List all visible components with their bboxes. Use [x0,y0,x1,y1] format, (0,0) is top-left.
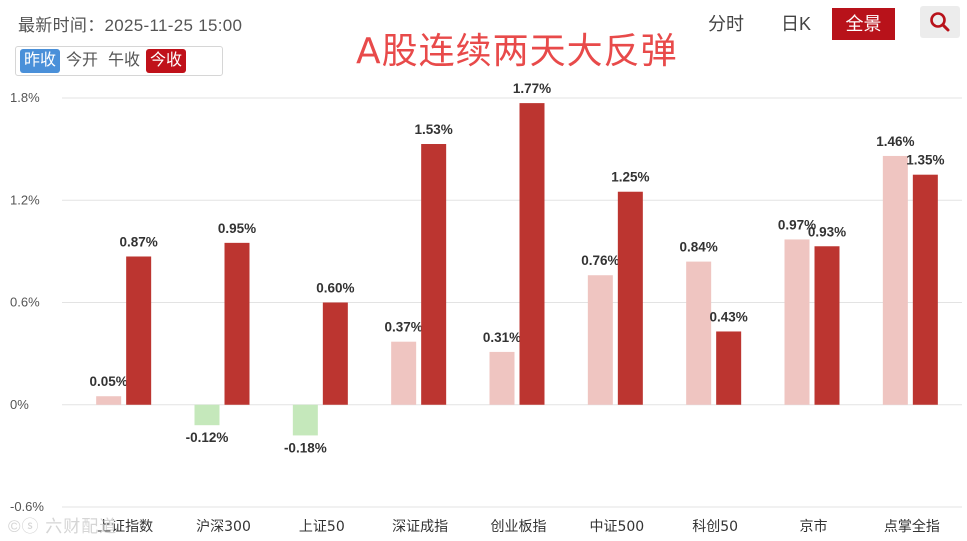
data-label: 1.53% [415,122,453,137]
data-label: 0.05% [90,374,128,389]
tab-intraday[interactable]: 分时 [708,14,744,34]
data-label: 0.93% [808,224,846,239]
data-label: 0.60% [316,281,354,296]
bar [126,256,152,405]
bar [519,103,545,405]
option-today-open[interactable]: 今开 [66,52,99,69]
tab-daily-k[interactable]: 日K [780,14,811,34]
bar [716,331,742,405]
data-label: 0.76% [581,253,619,268]
y-tick-label: -0.6% [10,499,44,514]
option-midday-close[interactable]: 午收 [108,52,141,69]
data-label: 0.87% [120,234,158,249]
bar [912,174,938,405]
bar [617,191,643,405]
x-tick-label: 上证指数 [97,519,153,535]
bar [489,351,515,405]
bar [96,396,122,405]
data-label: -0.12% [186,430,229,445]
x-tick-label: 创业板指 [491,519,547,535]
bar [587,275,613,405]
data-label: 0.43% [710,309,748,324]
tab-overview[interactable]: 全景 [832,8,895,40]
x-tick-label: 京市 [800,518,828,535]
x-tick-label: 科创50 [692,519,738,535]
bar [194,404,220,426]
headline: A股连续两天大反弹 [356,31,678,72]
data-label: 0.31% [483,330,521,345]
bar [224,242,250,405]
data-label: 1.77% [513,81,551,96]
x-tick-label: 沪深300 [196,519,251,535]
x-tick-label: 深证成指 [392,519,448,535]
bar [784,239,810,405]
bar [391,341,417,405]
bar [814,246,840,405]
data-label: 0.84% [680,240,718,255]
y-tick-label: 1.8% [10,90,40,105]
timestamp: 最新时间：2025-11-25 15:00 [18,16,243,35]
watermark: ©ⓢ 六财配道 [8,517,118,536]
bar [882,155,908,405]
y-tick-label: 1.2% [10,192,40,207]
data-label: 0.97% [778,217,816,232]
search-button[interactable] [920,6,960,38]
close-toggle: 昨收 今开 午收 今收 [15,46,223,76]
bar [322,302,348,405]
x-tick-label: 上证50 [299,519,345,535]
data-label: 1.25% [611,170,649,185]
data-label: 0.37% [385,320,423,335]
y-tick-label: 0% [10,397,29,412]
bar [421,144,447,405]
x-tick-label: 点掌全指 [884,518,940,535]
bar [292,404,318,436]
x-tick-label: 中证500 [589,519,644,535]
data-label: -0.18% [284,440,327,455]
option-prev-close[interactable]: 昨收 [20,49,61,73]
y-tick-label: 0.6% [10,295,40,310]
option-today-close[interactable]: 今收 [146,49,187,73]
data-label: 1.46% [876,134,914,149]
data-label: 1.35% [906,153,944,168]
data-label: 0.95% [218,221,256,236]
bar [686,261,712,405]
search-icon [930,12,950,32]
